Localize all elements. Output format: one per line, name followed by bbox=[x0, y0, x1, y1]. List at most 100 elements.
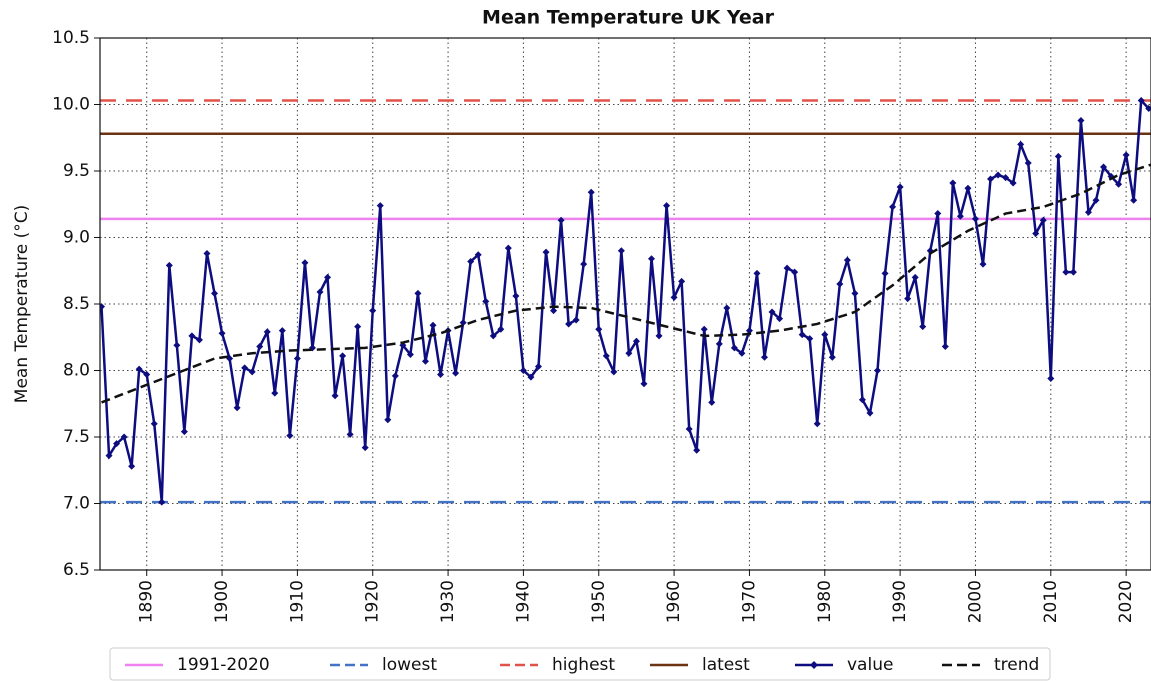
data-point bbox=[100, 303, 106, 311]
data-point bbox=[286, 432, 294, 440]
y-tick-label: 7.0 bbox=[63, 494, 90, 514]
series-line bbox=[101, 163, 1151, 404]
data-point bbox=[271, 389, 279, 397]
data-point bbox=[218, 329, 226, 337]
x-tick-label: 1890 bbox=[137, 580, 157, 623]
data-point bbox=[851, 289, 859, 297]
data-point bbox=[625, 349, 633, 357]
data-point bbox=[437, 370, 445, 378]
data-point bbox=[1092, 196, 1100, 204]
data-point bbox=[497, 325, 505, 333]
data-point bbox=[542, 248, 550, 256]
data-point bbox=[233, 404, 241, 412]
y-tick-label: 8.5 bbox=[63, 294, 90, 314]
data-point bbox=[798, 331, 806, 339]
y-axis-label: Mean Temperature (°C) bbox=[12, 205, 32, 403]
data-point bbox=[595, 325, 603, 333]
data-point bbox=[452, 369, 460, 377]
data-point bbox=[896, 183, 904, 191]
data-point bbox=[776, 315, 784, 323]
data-point bbox=[459, 319, 467, 327]
y-tick-label: 8.0 bbox=[63, 361, 90, 381]
data-point bbox=[1024, 159, 1032, 167]
data-point bbox=[617, 247, 625, 255]
x-tick-label: 1950 bbox=[589, 580, 609, 623]
x-tick-label: 1960 bbox=[664, 580, 684, 623]
y-tick-label: 7.5 bbox=[63, 427, 90, 447]
legend-label: trend bbox=[994, 655, 1039, 675]
data-point bbox=[293, 355, 301, 363]
data-point bbox=[700, 325, 708, 333]
legend-label: value bbox=[847, 655, 893, 675]
data-point bbox=[414, 289, 422, 297]
data-point bbox=[678, 277, 686, 285]
x-tick-label: 1940 bbox=[513, 580, 533, 623]
data-point bbox=[384, 416, 392, 424]
data-point bbox=[429, 321, 437, 329]
data-point bbox=[934, 210, 942, 218]
x-tick-label: 2020 bbox=[1116, 580, 1136, 623]
data-point bbox=[361, 444, 369, 452]
y-tick-label: 10.0 bbox=[52, 95, 90, 115]
data-point bbox=[715, 340, 723, 348]
data-point bbox=[391, 372, 399, 380]
data-point bbox=[738, 349, 746, 357]
data-point bbox=[663, 202, 671, 210]
data-point bbox=[821, 331, 829, 339]
data-point bbox=[745, 327, 753, 335]
x-tick-label: 1970 bbox=[739, 580, 759, 623]
data-point bbox=[768, 308, 776, 316]
data-point bbox=[640, 380, 648, 388]
data-point bbox=[858, 396, 866, 404]
data-point bbox=[482, 297, 490, 305]
data-point bbox=[941, 343, 949, 351]
x-tick-label: 1900 bbox=[212, 580, 232, 623]
data-point bbox=[904, 295, 912, 303]
data-point bbox=[836, 280, 844, 288]
data-point bbox=[949, 179, 957, 187]
plot-area bbox=[100, 97, 1151, 506]
data-point bbox=[173, 341, 181, 349]
data-point bbox=[188, 332, 196, 340]
data-point bbox=[316, 288, 324, 296]
data-point bbox=[1039, 216, 1047, 224]
data-point bbox=[369, 307, 377, 315]
data-point bbox=[889, 203, 897, 211]
data-point bbox=[964, 184, 972, 192]
data-point bbox=[203, 249, 211, 257]
data-point bbox=[120, 433, 128, 441]
data-point bbox=[987, 175, 995, 183]
data-point bbox=[580, 260, 588, 268]
data-point bbox=[241, 364, 249, 372]
data-point bbox=[813, 420, 821, 428]
plot-frame bbox=[99, 37, 1151, 571]
y-tick-label: 10.5 bbox=[52, 28, 90, 48]
data-point bbox=[1130, 196, 1138, 204]
data-point bbox=[263, 328, 271, 336]
data-point bbox=[956, 212, 964, 220]
data-point bbox=[1002, 174, 1010, 182]
data-point bbox=[180, 428, 188, 436]
data-point bbox=[1145, 104, 1151, 112]
data-point bbox=[504, 244, 512, 252]
data-point bbox=[572, 316, 580, 324]
data-point bbox=[519, 367, 527, 374]
data-point bbox=[1084, 208, 1092, 216]
data-point bbox=[248, 368, 256, 376]
data-point bbox=[919, 323, 927, 331]
data-point bbox=[527, 373, 535, 381]
legend-label: 1991-2020 bbox=[177, 655, 270, 675]
data-point bbox=[467, 257, 475, 265]
data-point bbox=[135, 365, 143, 373]
data-point bbox=[301, 259, 309, 267]
legend-label: lowest bbox=[382, 655, 437, 675]
legend-marker bbox=[810, 661, 818, 669]
data-point bbox=[971, 215, 979, 223]
y-tick-label: 9.0 bbox=[63, 228, 90, 248]
data-point bbox=[866, 409, 874, 417]
data-point bbox=[1069, 268, 1077, 276]
data-point bbox=[911, 273, 919, 281]
data-point bbox=[376, 202, 384, 210]
data-point bbox=[655, 332, 663, 340]
data-point bbox=[421, 357, 429, 365]
